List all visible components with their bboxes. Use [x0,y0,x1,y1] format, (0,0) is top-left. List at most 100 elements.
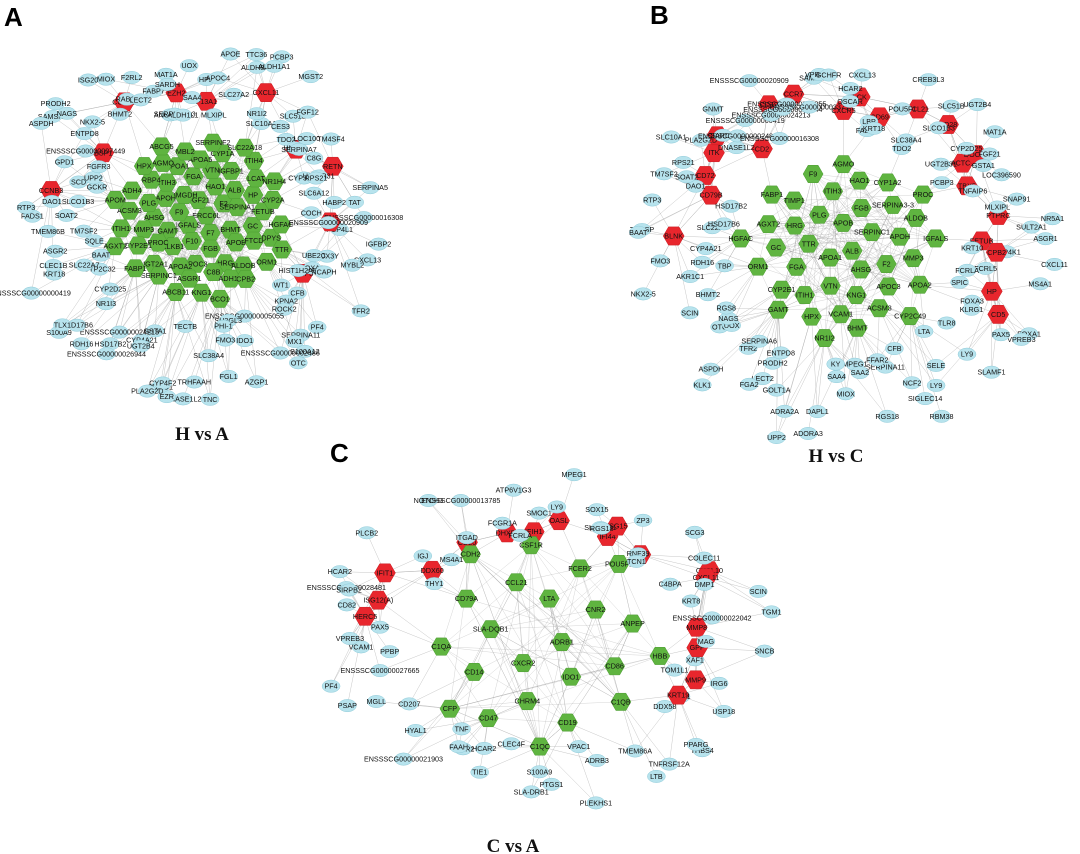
gene-node-upregulated: CXCL11 [253,83,279,102]
network-edge [917,108,963,164]
gene-node-hub: BHMT [847,318,868,337]
node-label: PROC [148,238,169,247]
gene-node: CES3 [271,119,290,133]
node-label: CD2 [755,144,769,153]
gene-node: CFB [885,342,904,356]
network-edge [66,215,122,229]
gene-node: CD207 [398,697,420,711]
gene-node-hub: ALB [224,181,245,199]
gene-node: FFAR2 [866,353,888,367]
node-label: ENSSSCG00000020909 [289,218,368,227]
node-label: SCIN [750,587,767,596]
node-label: F9 [175,208,183,217]
node-label: CES3 [271,122,290,131]
node-label: AZGP1 [245,377,269,386]
node-label: HP [248,191,258,200]
network-edge [245,278,281,354]
node-label: CYP1A [211,149,235,158]
gene-node: MPEG1 [562,468,587,482]
gene-node: HCAR2 [838,82,863,95]
gene-node: MGLL [367,695,386,708]
node-label: CD86 [606,662,624,671]
node-label: TNC [203,395,218,404]
gene-node: TNF [452,722,471,736]
gene-node: ASPDH [29,116,54,130]
node-label: IGFBP1 [218,166,244,175]
gene-node: PLCB2 [355,526,378,540]
panel-c-nodes: SNCBHERC5ISG12(A)XAF1IRG6IFIT1DDX60CD20D… [307,468,781,810]
gene-node: CXCL13 [354,253,381,267]
node-label: HSD17B6 [708,219,740,228]
network-edge [201,292,229,377]
node-label: ADRA2A [770,407,799,416]
hexagon-node-shape [220,161,242,180]
gene-node: AKR1C1 [676,270,704,283]
node-label: CPB2 [987,248,1006,257]
gene-node: UPP2 [767,431,786,444]
node-label: DAPL1 [806,407,829,416]
gene-node: ADRB3 [585,754,609,767]
node-label: THY1 [425,579,443,588]
node-label: CXCL11 [1041,260,1068,269]
gene-node: IGJ [413,549,433,563]
node-label: TIMP1 [784,196,805,205]
gene-node: SCG3 [685,525,704,539]
node-label: LTA [918,327,930,336]
gene-node: SLC22A7 [69,258,99,272]
panel-c-letter: C [330,438,349,468]
gene-node: SLC10A1 [656,130,687,144]
node-label: RGS18 [875,412,899,421]
gene-node: ENSSSCG00000016308 [740,132,819,145]
gene-node: CXCL11 [1041,257,1068,271]
node-label: GNMT [702,105,724,114]
gene-node: SARDH [155,78,180,91]
node-label: UOX [181,61,197,70]
node-label: ORM1 [748,262,769,271]
gene-node: SAA4 [182,91,202,105]
gene-node: ENSSSCG00000013785 [421,494,500,507]
node-label: TNFRSF12A [649,760,690,769]
node-label: SLC51B [938,102,965,111]
node-label: RGS8 [716,304,736,313]
node-label: KLRG1 [960,305,984,314]
gene-node: SIGLEC14 [908,392,942,406]
node-label: APOM [105,196,126,205]
gene-node: NCAPH [311,265,337,279]
network-edge [176,92,186,152]
gene-node-hub: ASGR1 [177,269,201,288]
node-label: UPP2 [767,433,786,442]
node-label: FCRLA [508,531,532,540]
gene-node-hub: IDO1 [560,667,582,686]
gene-node: ENTPD8 [767,346,795,360]
node-label: ENTPD8 [70,129,98,138]
gene-node-upregulated: CD5 [987,305,1009,324]
node-label: CYP4A21 [690,244,722,253]
gene-node-hub: PROC [148,233,169,252]
network-edge [618,563,633,624]
gene-node: TECTB [174,319,197,333]
gene-node: OTC [289,356,308,370]
node-label: CREB3L3 [912,75,944,84]
node-label: APOA2 [168,262,192,271]
gene-node: MS4A1 [440,553,463,567]
network-edge [245,278,301,336]
gene-node: SIRPB2 [336,583,362,597]
node-label: NKX2-5 [631,289,656,298]
gene-node: MX1 [285,335,305,348]
node-label: FETUB [251,207,275,216]
gene-node-hub: ADRB1 [550,633,574,651]
network-edge [31,190,52,294]
network-edge [244,67,258,148]
panel-a-caption: H vs A [175,424,229,445]
node-label: ENSSSCG00000013785 [421,496,500,505]
node-label: CD72 [696,171,714,180]
node-label: FGF12 [297,108,319,117]
node-label: CCR7 [784,90,804,99]
node-label: GAMT [157,226,178,235]
gene-node: MLXIPL [201,108,227,122]
node-label: ENSSSCG00000007449 [46,147,125,156]
gene-node: LOC100 [293,132,320,146]
network-edge [166,292,202,397]
gene-node: UGT2B4 [963,98,991,112]
node-label: TMEM86A [618,747,652,756]
